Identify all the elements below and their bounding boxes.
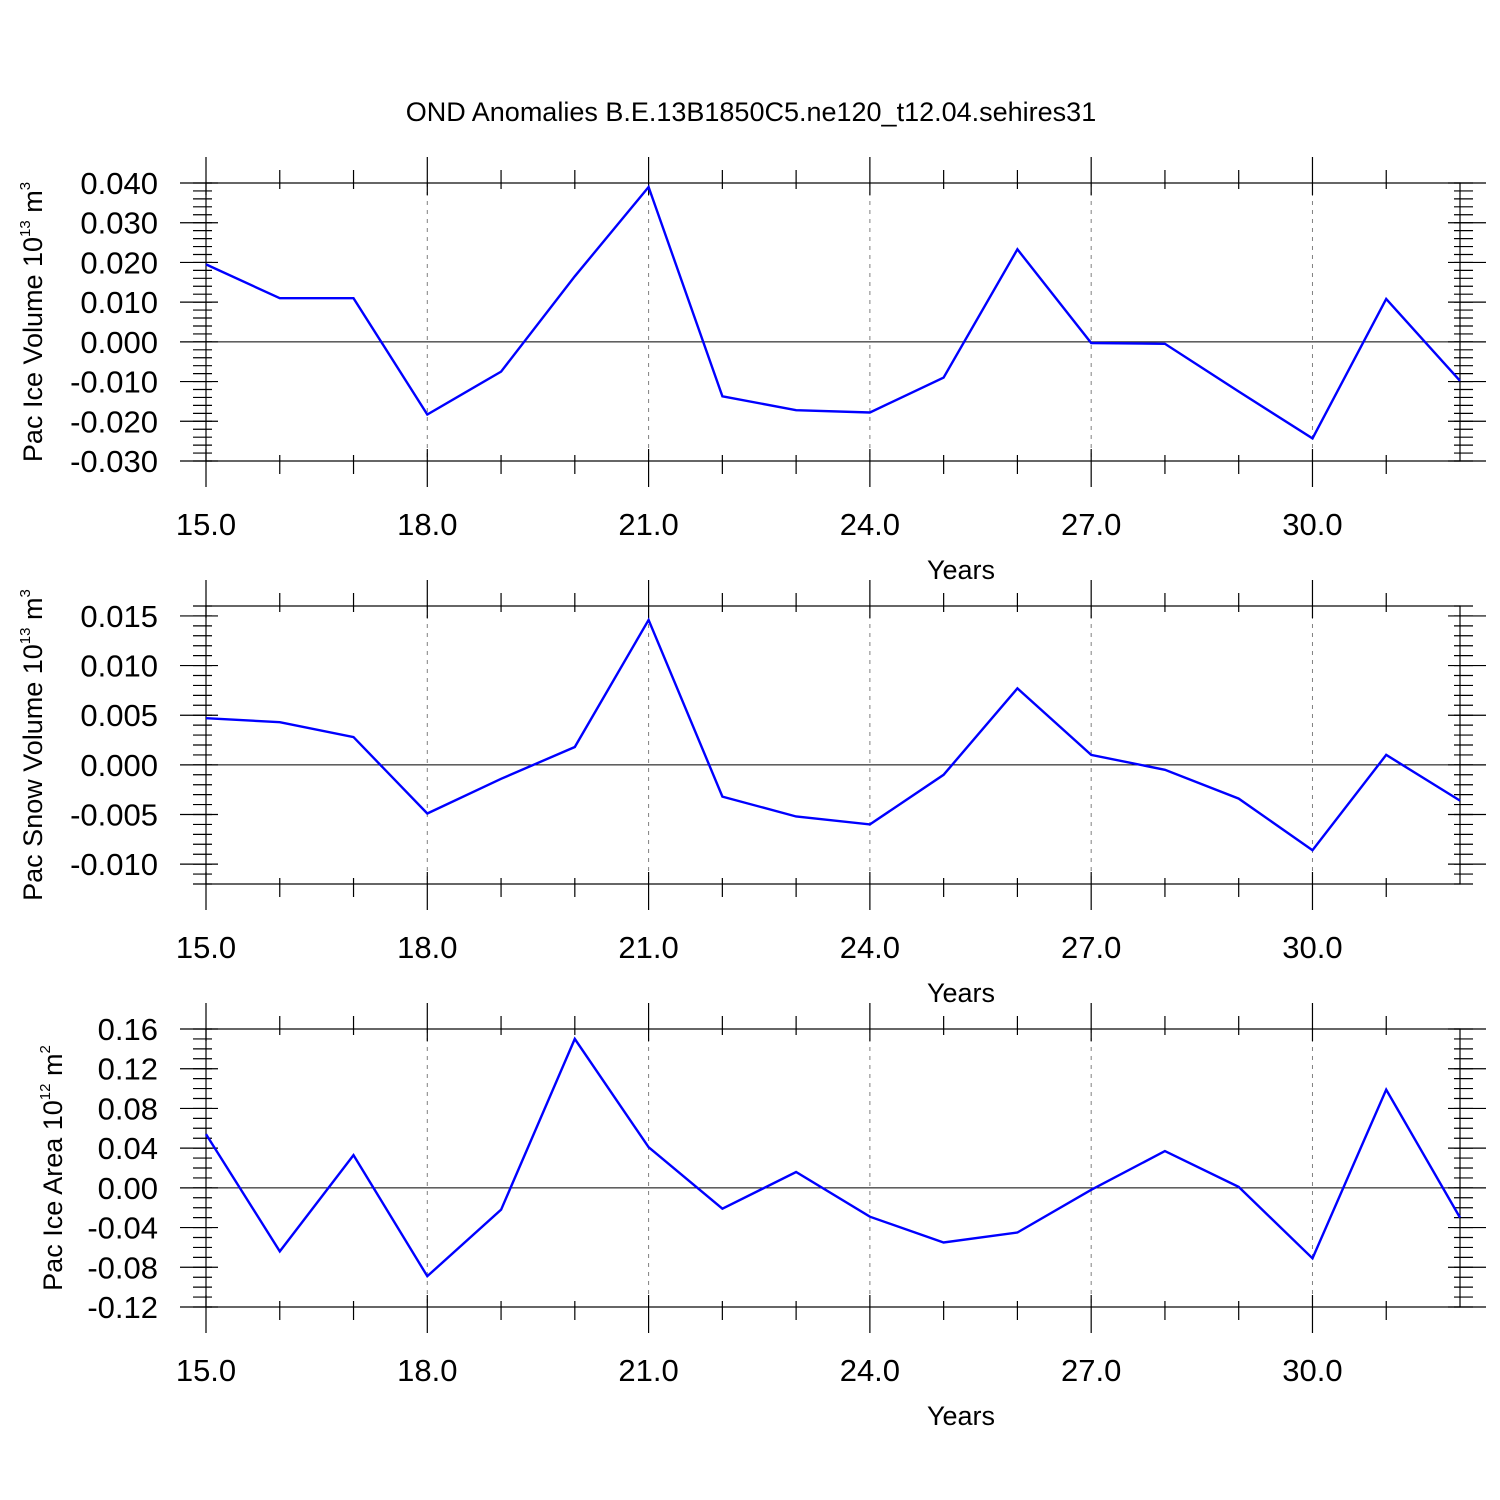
y-tick-label: 0.010 bbox=[80, 285, 158, 320]
x-tick-label: 21.0 bbox=[618, 507, 678, 542]
y-tick-label: -0.030 bbox=[70, 444, 158, 479]
y-tick-label: -0.010 bbox=[70, 847, 158, 882]
series-line-1 bbox=[205, 184, 1461, 441]
plot-frame bbox=[205, 605, 1461, 885]
x-tick-label: 30.0 bbox=[1282, 930, 1342, 965]
y-tick-label: -0.04 bbox=[87, 1211, 158, 1246]
series-line-1 bbox=[205, 617, 1461, 852]
y-tick-label: -0.08 bbox=[87, 1250, 158, 1285]
y-tick-label: 0.12 bbox=[98, 1052, 158, 1087]
y-tick-label: 0.000 bbox=[80, 748, 158, 783]
chart-panel-1: 15.0 18.0 21.0 24.0 27.0 30.0 0.040 0.030 0.020 0… bbox=[17, 157, 1486, 585]
y-tick-label: 0.020 bbox=[80, 245, 158, 280]
x-tick-label: 27.0 bbox=[1061, 930, 1121, 965]
panels: 15.0 18.0 21.0 24.0 27.0 30.0 0.040 0.030 0.020 0… bbox=[17, 157, 1486, 1431]
y-axis-label: Pac Ice Volume 1013 m3 bbox=[17, 182, 48, 462]
x-tick-label: 30.0 bbox=[1282, 1353, 1342, 1388]
y-tick-label: 0.015 bbox=[80, 599, 158, 634]
y-tick-label: -0.020 bbox=[70, 404, 158, 439]
y-tick-label: -0.12 bbox=[87, 1290, 158, 1325]
y-axis-label: Pac Ice Area 1012 m2 bbox=[37, 1045, 68, 1291]
series-line-1 bbox=[204, 1036, 1462, 1279]
x-tick-label: 18.0 bbox=[397, 1353, 457, 1388]
y-tick-label: 0.16 bbox=[98, 1012, 158, 1047]
y-tick-label: -0.010 bbox=[70, 365, 158, 400]
y-tick-label: 0.04 bbox=[98, 1131, 158, 1166]
x-tick-label: 18.0 bbox=[397, 930, 457, 965]
x-tick-label: 30.0 bbox=[1282, 507, 1342, 542]
x-axis-label: Years bbox=[927, 1401, 995, 1431]
chart-title: OND Anomalies B.E.13B1850C5.ne120_t12.04… bbox=[406, 97, 1096, 127]
x-tick-label: 15.0 bbox=[176, 930, 236, 965]
x-tick-label: 21.0 bbox=[618, 1353, 678, 1388]
x-tick-label: 27.0 bbox=[1061, 507, 1121, 542]
x-tick-label: 15.0 bbox=[176, 1353, 236, 1388]
y-tick-label: 0.000 bbox=[80, 325, 158, 360]
plot-frame bbox=[205, 1028, 1461, 1308]
y-tick-label: 0.030 bbox=[80, 206, 158, 241]
x-tick-label: 27.0 bbox=[1061, 1353, 1121, 1388]
y-axis-label: Pac Snow Volume 1013 m3 bbox=[17, 589, 48, 901]
chart-panel-3: 15.0 18.0 21.0 24.0 27.0 30.0 0.16 0.12 0.08 0.04… bbox=[37, 1003, 1486, 1431]
x-tick-label: 24.0 bbox=[840, 507, 900, 542]
y-tick-label: 0.00 bbox=[98, 1171, 158, 1206]
y-tick-label: -0.005 bbox=[70, 798, 158, 833]
x-axis-label: Years bbox=[927, 978, 995, 1008]
x-tick-label: 21.0 bbox=[618, 930, 678, 965]
x-tick-label: 15.0 bbox=[176, 507, 236, 542]
y-tick-label: 0.005 bbox=[80, 698, 158, 733]
y-tick-label: 0.010 bbox=[80, 649, 158, 684]
y-tick-label: 0.040 bbox=[80, 166, 158, 201]
x-tick-label: 24.0 bbox=[840, 930, 900, 965]
y-tick-label: 0.08 bbox=[98, 1091, 158, 1126]
x-tick-label: 18.0 bbox=[397, 507, 457, 542]
x-tick-label: 24.0 bbox=[840, 1353, 900, 1388]
plot-frame bbox=[205, 182, 1461, 462]
x-axis-label: Years bbox=[927, 555, 995, 585]
chart-panel-2: 15.0 18.0 21.0 24.0 27.0 30.0 0.015 0.010 0.005 0… bbox=[17, 580, 1486, 1008]
